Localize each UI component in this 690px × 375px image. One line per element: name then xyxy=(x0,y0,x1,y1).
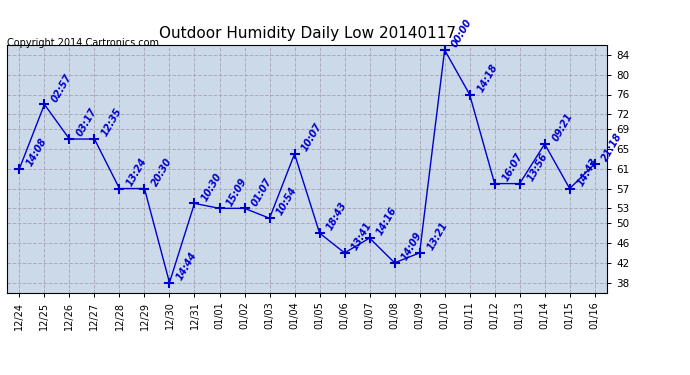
Text: Humidity  (%): Humidity (%) xyxy=(579,24,660,34)
Text: 15:09: 15:09 xyxy=(225,176,249,208)
Text: 03:17: 03:17 xyxy=(75,106,99,138)
Text: 09:21: 09:21 xyxy=(550,111,574,143)
Text: 02:57: 02:57 xyxy=(50,72,74,104)
Text: 14:16: 14:16 xyxy=(375,206,400,237)
Text: 01:07: 01:07 xyxy=(250,176,274,208)
Text: 10:54: 10:54 xyxy=(275,186,299,218)
Text: 20:30: 20:30 xyxy=(150,156,174,188)
Text: 00:00: 00:00 xyxy=(450,17,474,49)
Text: 14:09: 14:09 xyxy=(400,230,424,262)
Text: 14:18: 14:18 xyxy=(475,62,500,94)
Text: 14:43: 14:43 xyxy=(575,156,600,188)
Text: 14:44: 14:44 xyxy=(175,250,199,282)
Text: 14:08: 14:08 xyxy=(25,136,49,168)
Text: 13:21: 13:21 xyxy=(425,220,449,252)
Text: 16:07: 16:07 xyxy=(500,151,524,183)
Title: Outdoor Humidity Daily Low 20140117: Outdoor Humidity Daily Low 20140117 xyxy=(159,26,455,41)
Text: 18:43: 18:43 xyxy=(325,201,349,232)
Text: 13:56: 13:56 xyxy=(525,151,549,183)
Text: 10:30: 10:30 xyxy=(200,171,224,202)
Text: Copyright 2014 Cartronics.com: Copyright 2014 Cartronics.com xyxy=(7,38,159,48)
Text: 13:24: 13:24 xyxy=(125,156,149,188)
Text: 10:07: 10:07 xyxy=(300,122,324,153)
Text: 21:18: 21:18 xyxy=(600,131,624,163)
Text: 13:41: 13:41 xyxy=(350,220,374,252)
Text: 12:35: 12:35 xyxy=(100,106,124,138)
